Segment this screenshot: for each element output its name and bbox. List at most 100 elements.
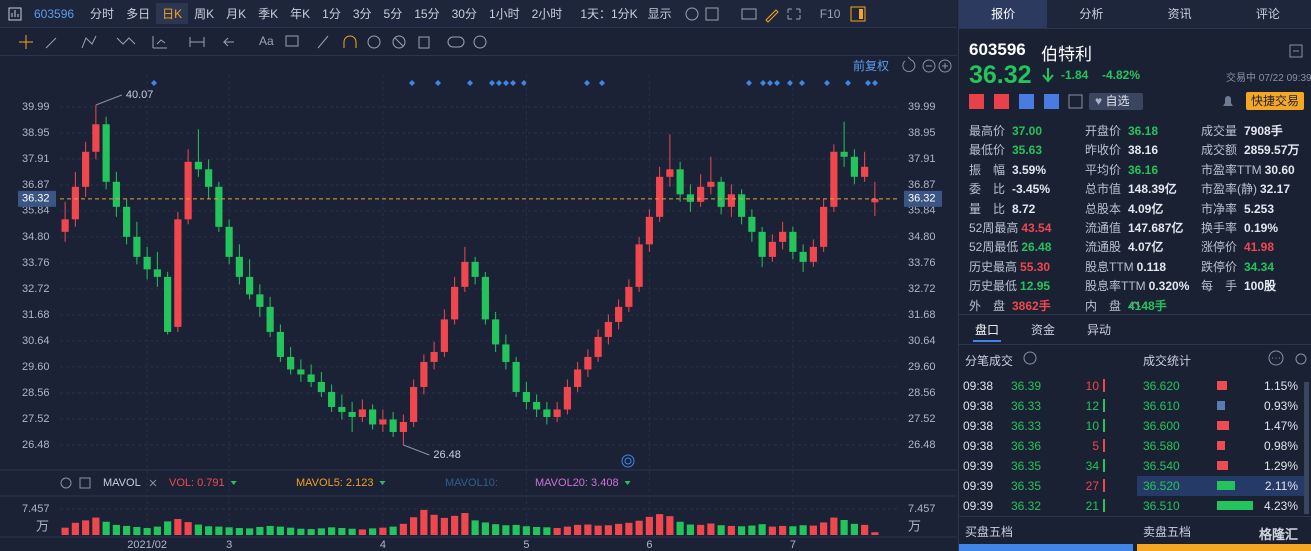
event-dot[interactable]: [521, 80, 527, 86]
display-select[interactable]: 显示: [647, 7, 672, 21]
event-icon[interactable]: [621, 454, 635, 468]
link-tool[interactable]: [447, 36, 465, 48]
candle-body: [492, 319, 500, 345]
panel-tab[interactable]: 报价: [959, 0, 1048, 28]
arrow-tool[interactable]: [222, 37, 234, 47]
gear-icon[interactable]: [1295, 352, 1307, 366]
expand-icon[interactable]: [1289, 44, 1303, 58]
stat-value: 0.320%: [1148, 279, 1190, 294]
volume-bar: [461, 513, 469, 535]
indicator-name[interactable]: MAVOL: [103, 477, 141, 489]
sub-tab[interactable]: 资金: [1031, 323, 1056, 337]
period-tab[interactable]: 季K: [258, 7, 279, 21]
event-dot[interactable]: [409, 80, 415, 86]
range-select[interactable]: 1天：1分K: [580, 7, 638, 21]
scrollbar[interactable]: [1304, 382, 1309, 514]
stat-bar: [1217, 381, 1227, 390]
event-dot[interactable]: [584, 80, 605, 86]
crosshair-tool[interactable]: [19, 35, 33, 49]
period-tab[interactable]: 1小时: [488, 7, 520, 21]
measure-tool[interactable]: [152, 36, 167, 49]
volume-bar: [399, 523, 407, 535]
magnet-tool[interactable]: [343, 35, 357, 48]
fullscreen-icon[interactable]: [787, 8, 801, 19]
zoom-in-icon[interactable]: [938, 59, 952, 73]
flag-tag[interactable]: [969, 94, 984, 109]
period-tab[interactable]: 2小时: [531, 7, 563, 21]
period-tab[interactable]: 周K: [194, 7, 215, 21]
sub-tab[interactable]: 盘口: [975, 323, 1000, 337]
volume-legend-item[interactable]: MAVOL10:: [445, 477, 498, 489]
help-icon[interactable]: [1023, 351, 1037, 365]
text-tool[interactable]: Aa: [259, 34, 274, 48]
y-tick-label: 26.48: [22, 439, 50, 451]
label-tag[interactable]: [1044, 94, 1059, 109]
trade-price: 36.33: [1011, 419, 1042, 433]
stat-label: 换手率: [1201, 221, 1238, 235]
checkbox-icon[interactable]: [705, 7, 719, 20]
period-tab[interactable]: 月K: [226, 7, 247, 21]
note-tag[interactable]: [1068, 94, 1083, 109]
volume-bar: [348, 528, 356, 535]
pen-icon[interactable]: [764, 8, 779, 23]
line-tool[interactable]: [45, 37, 57, 49]
candle-body: [656, 176, 664, 217]
camera-icon[interactable]: [741, 8, 757, 19]
quick-trade-button[interactable]: 快捷交易: [1246, 92, 1304, 110]
period-tab[interactable]: 年K: [290, 7, 311, 21]
polyline-tool[interactable]: [81, 35, 97, 49]
connect-tag[interactable]: [1019, 94, 1034, 109]
settings-icon[interactable]: [60, 477, 72, 489]
event-dot[interactable]: [151, 80, 157, 86]
stat-value: 43.54: [1021, 221, 1052, 235]
wave-tool[interactable]: [116, 37, 136, 45]
stat-bar: [1217, 401, 1225, 410]
volume-legend-item[interactable]: MAVOL5: 2.123: [296, 477, 373, 489]
event-dot[interactable]: [489, 80, 516, 86]
hide-tool[interactable]: [392, 35, 406, 49]
event-dot[interactable]: [824, 80, 878, 86]
reset-icon[interactable]: [902, 56, 916, 73]
period-tab[interactable]: 5分: [383, 7, 403, 21]
volume-bar: [369, 528, 377, 535]
alert-icon[interactable]: [1221, 94, 1235, 110]
restore-mode[interactable]: 前复权: [853, 58, 889, 73]
event-dot[interactable]: [435, 80, 441, 86]
event-dot[interactable]: [746, 80, 805, 86]
period-tab[interactable]: 日K: [156, 3, 189, 24]
range-tool[interactable]: [189, 37, 205, 47]
watermark: 格隆汇: [1259, 527, 1299, 542]
watch-button[interactable]: ♥ 自选: [1089, 93, 1143, 110]
stock-code[interactable]: 603596: [34, 6, 75, 21]
note-tool[interactable]: [285, 35, 299, 47]
app-icon[interactable]: [8, 7, 22, 21]
period-tab[interactable]: 分时: [90, 7, 115, 21]
volume-legend-item[interactable]: VOL: 0.791: [169, 477, 225, 489]
f10-button[interactable]: F10: [819, 6, 841, 21]
zoom-out-icon[interactable]: [922, 59, 936, 73]
annotation-label: 40.07: [126, 89, 154, 101]
panel-tab[interactable]: 资讯: [1167, 7, 1192, 21]
panel-tab[interactable]: 评论: [1255, 7, 1280, 21]
collapse-icon[interactable]: [1129, 300, 1141, 308]
panel-tab[interactable]: 分析: [1079, 7, 1104, 21]
layout-icon[interactable]: [850, 6, 866, 22]
lock-tool[interactable]: [367, 35, 381, 49]
indicator-icon[interactable]: [79, 477, 91, 489]
period-tab[interactable]: 3分: [352, 7, 372, 21]
tool-settings[interactable]: [473, 35, 487, 49]
period-tab[interactable]: 15分: [414, 7, 440, 21]
period-tab[interactable]: 多日: [126, 7, 151, 21]
volume-legend-item[interactable]: MAVOL20: 3.408: [535, 477, 619, 489]
more-icon[interactable]: [1268, 350, 1284, 366]
period-tab[interactable]: 1分: [322, 7, 341, 21]
settings-icon[interactable]: [685, 7, 699, 20]
sub-tab[interactable]: 异动: [1087, 323, 1112, 337]
ruler-tool[interactable]: [317, 35, 329, 49]
event-dot[interactable]: [467, 80, 473, 86]
period-tab[interactable]: 30分: [451, 7, 477, 21]
hot-tag[interactable]: [994, 94, 1009, 109]
delete-tool[interactable]: [418, 36, 430, 49]
candle-body: [861, 166, 869, 177]
close-icon[interactable]: [149, 479, 157, 487]
